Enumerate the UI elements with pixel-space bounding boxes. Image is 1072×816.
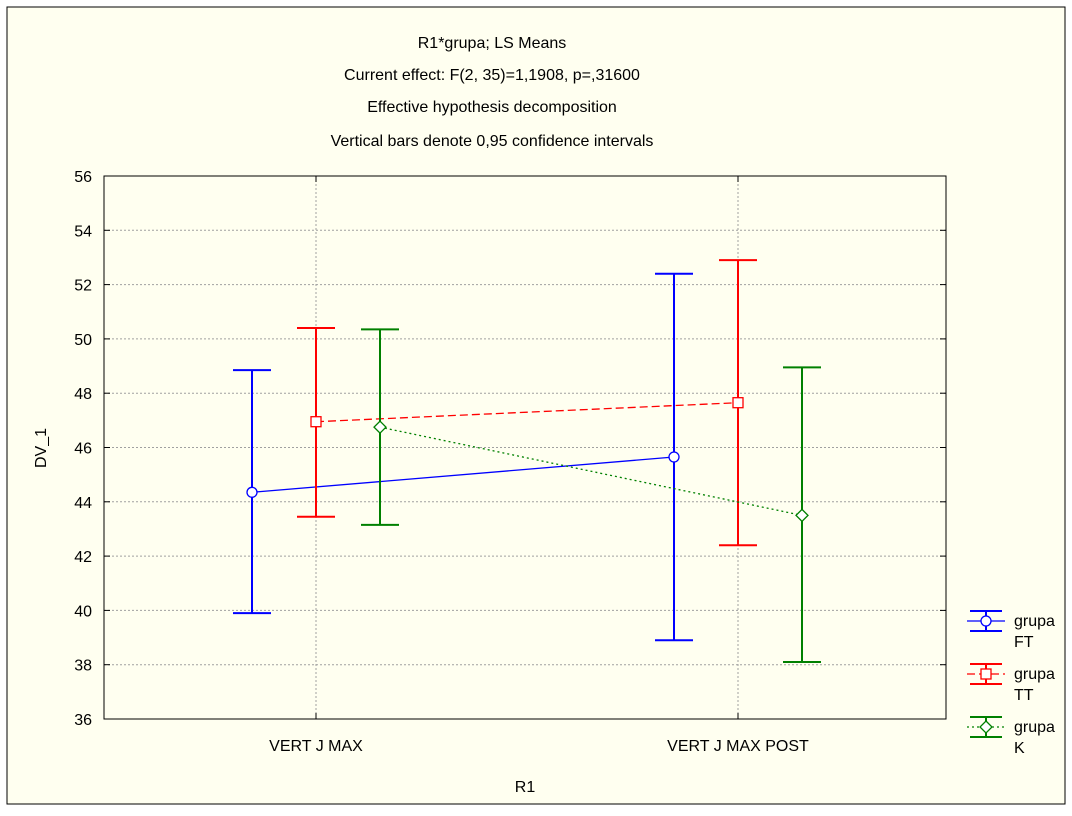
legend-entry: grupa K xyxy=(967,716,1055,757)
data-point xyxy=(732,397,744,409)
series-layer xyxy=(233,259,821,663)
legend-sublabel: FT xyxy=(1014,634,1034,651)
data-point xyxy=(668,451,680,463)
series-line xyxy=(251,456,675,493)
series-1 xyxy=(297,259,757,547)
chart-background xyxy=(6,6,1066,805)
series-line xyxy=(315,402,739,423)
y-tick-label: 40 xyxy=(74,603,92,620)
x-axis-label: R1 xyxy=(515,779,536,796)
legend-marker xyxy=(980,615,992,627)
axis-layer: 56 54 52 50 48 46 44 42 40 38 36 VERT J MAX VERT J M… xyxy=(74,169,946,755)
y-tick-label: 46 xyxy=(74,441,92,458)
y-tick-label: 42 xyxy=(74,549,92,566)
y-tick-label: 36 xyxy=(74,712,92,729)
chart-title-line-3: Effective hypothesis decomposition xyxy=(367,99,617,116)
legend-entry: grupa TT xyxy=(967,663,1055,704)
y-tick-label: 54 xyxy=(74,223,92,240)
legend-marker xyxy=(979,720,993,734)
x-tick-label: VERT J MAX xyxy=(269,738,363,755)
y-tick-label: 52 xyxy=(74,278,92,295)
y-tick-label: 48 xyxy=(74,386,92,403)
y-tick-label: 56 xyxy=(74,169,92,186)
legend-sublabel: K xyxy=(1014,740,1025,757)
chart-title-line-1: R1*grupa; LS Means xyxy=(418,35,567,52)
x-tick-label: VERT J MAX POST xyxy=(667,738,809,755)
y-tick-label: 50 xyxy=(74,332,92,349)
grid-layer xyxy=(104,176,946,719)
legend-label: grupa xyxy=(1014,666,1055,683)
chart-title-line-4: Vertical bars denote 0,95 confidence int… xyxy=(331,133,654,150)
data-point xyxy=(373,420,387,435)
series-line xyxy=(379,426,803,517)
chart-title-line-2: Current effect: F(2, 35)=1,1908, p=,3160… xyxy=(344,67,640,84)
series-2 xyxy=(361,328,821,663)
legend-entry: grupa FT xyxy=(967,610,1055,651)
y-tick-label: 44 xyxy=(74,495,92,512)
data-point xyxy=(310,416,322,428)
series-0 xyxy=(233,272,693,642)
y-tick-label: 38 xyxy=(74,658,92,675)
legend-label: grupa xyxy=(1014,719,1055,736)
legend-marker xyxy=(980,668,992,680)
legend-sublabel: TT xyxy=(1014,687,1034,704)
chart-title-block: R1*grupa; LS Means Current effect: F(2, … xyxy=(331,35,654,150)
y-axis-label: DV_1 xyxy=(33,428,50,468)
data-point xyxy=(795,508,809,523)
data-point xyxy=(246,486,258,498)
legend: grupa FT grupa TT grupa K xyxy=(967,610,1055,757)
legend-label: grupa xyxy=(1014,613,1055,630)
